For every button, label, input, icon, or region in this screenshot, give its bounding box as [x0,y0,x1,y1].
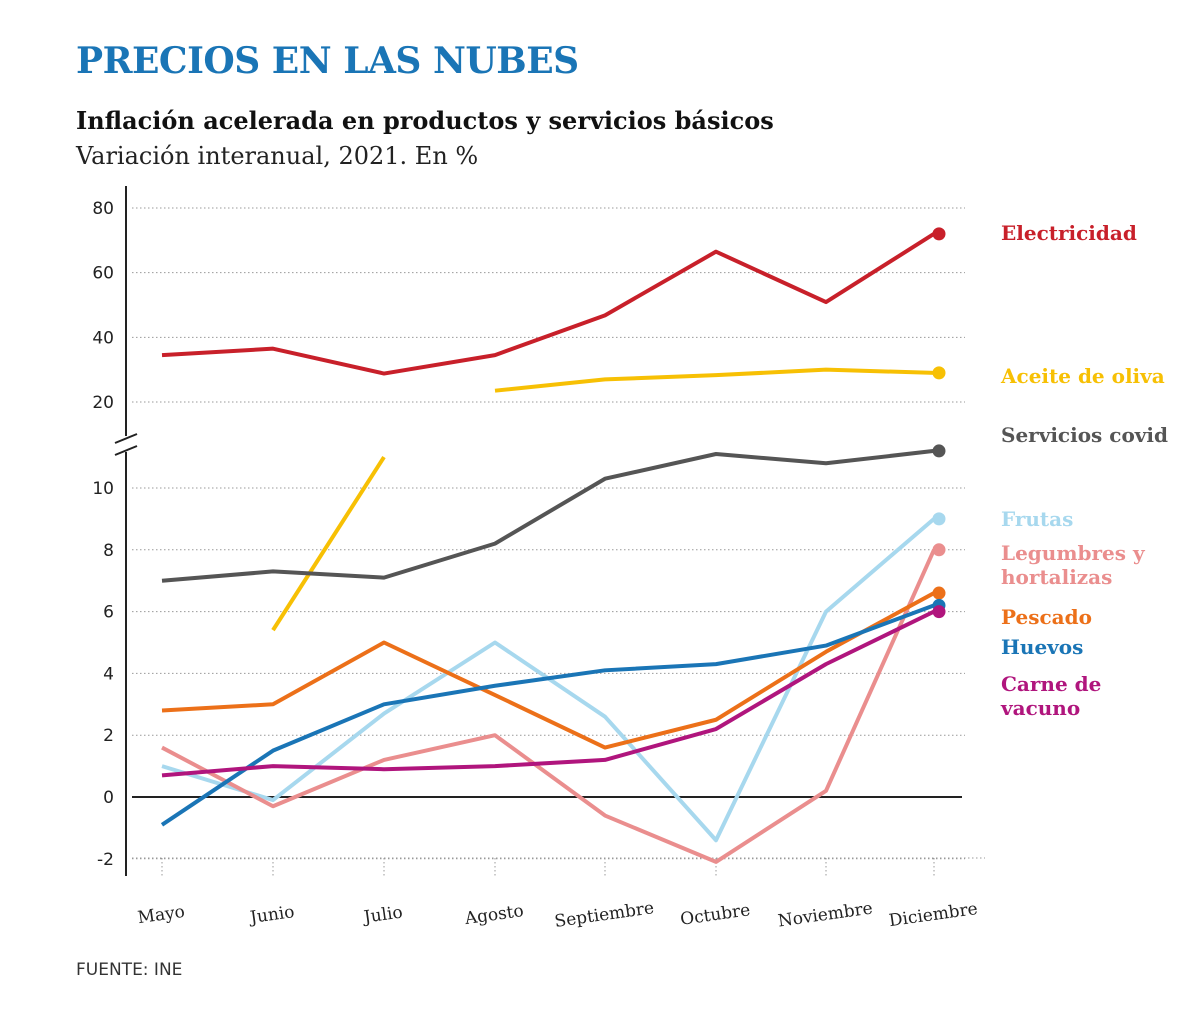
y-tick-label: 2 [103,726,114,746]
x-tick-label: Agosto [463,901,525,929]
series-line [160,603,935,827]
y-tick-label: 60 [92,264,114,284]
series-end-point [932,586,946,600]
grid-lines [132,207,985,878]
y-tick-label: 6 [103,603,114,623]
y-tick-label: 80 [92,199,114,219]
series-lines [160,227,946,864]
x-tick-label: Noviembre [777,899,874,932]
y-tick-label: 0 [103,788,114,808]
series-line [494,367,935,393]
series-line [161,591,935,750]
series-line [161,548,936,864]
x-tick-label: Junio [247,902,296,928]
series-end-point [932,227,946,241]
axis-break-mark [114,445,138,456]
y-tick-label: 8 [103,541,114,561]
series-line [271,456,386,632]
y-tick-label: -2 [97,850,114,870]
chart-units: Variación interanual, 2021. En % [76,142,479,170]
series-label: Pescado [1001,605,1092,629]
axis-break-mark [114,433,138,444]
y-tick-label: 40 [92,328,114,348]
series-label: Electricidad [1001,221,1137,245]
chart-title: PRECIOS EN LAS NUBES [76,40,579,82]
chart-subtitle: Inflación acelerada en productos y servi… [76,106,774,135]
series-end-point [932,605,946,619]
x-tick-label: Septiembre [553,898,655,932]
series-line [161,232,936,376]
series-end-point [932,512,946,526]
series-label: Frutas [1001,507,1073,531]
series-label: Carne de vacuno [1000,672,1101,720]
series-labels: Electricidad Aceite de oliva Servicios cov… [1000,221,1168,720]
x-tick-label: Julio [361,902,404,927]
y-tick-label: 10 [92,479,114,499]
series-line [161,448,935,583]
series-end-point [932,366,946,380]
y-tick-label: 20 [92,393,114,413]
series-label: Legumbres y hortalizas [1001,541,1146,589]
x-tick-label: Mayo [136,902,186,928]
series-label: Huevos [1001,635,1083,659]
series-end-point [932,444,946,458]
series-end-point [932,543,946,557]
x-tick-label: Octubre [679,900,751,930]
series-label: Servicios covid [1001,423,1168,447]
y-tick-label: 4 [103,664,114,684]
x-tick-label: Diciembre [888,899,979,931]
source-note: FUENTE: INE [76,960,183,980]
series-line [161,609,935,778]
series-label: Aceite de oliva [1000,364,1165,388]
